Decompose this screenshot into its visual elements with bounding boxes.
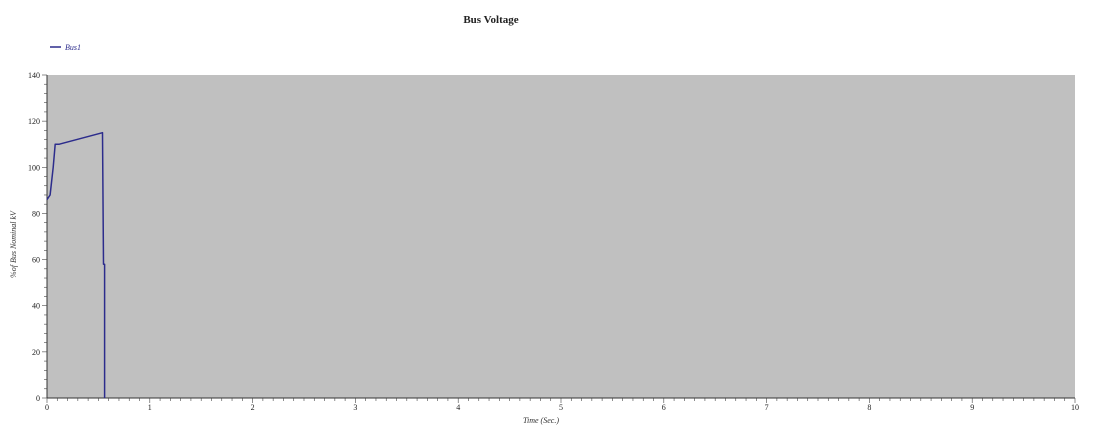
x-tick-label: 1	[148, 403, 152, 412]
x-tick-label: 7	[765, 403, 769, 412]
x-tick-label: 6	[662, 403, 666, 412]
x-axis-label: Time (Sec.)	[523, 416, 559, 425]
series-line-bus1	[46, 131, 106, 398]
chart-title: Bus Voltage	[463, 14, 518, 26]
x-tick-label: 0	[45, 403, 49, 412]
x-tick-label: 3	[353, 403, 357, 412]
legend: Bus1	[50, 43, 81, 52]
y-tick-label: 80	[32, 209, 40, 218]
x-tick-label: 5	[559, 403, 563, 412]
x-tick-label: 9	[970, 403, 974, 412]
x-tick-label: 4	[456, 403, 460, 412]
y-tick-label: 140	[28, 71, 40, 80]
y-tick-label: 40	[32, 302, 40, 311]
x-tick-label: 8	[867, 403, 871, 412]
x-tick-label: 2	[251, 403, 255, 412]
y-tick-label: 60	[32, 256, 40, 265]
y-axis-label: %of Bus Nominal kV	[9, 210, 18, 278]
y-tick-label: 0	[36, 394, 40, 403]
x-tick-label: 10	[1071, 403, 1079, 412]
y-tick-label: 20	[32, 348, 40, 357]
legend-label-bus1: Bus1	[65, 43, 81, 52]
y-tick-label: 120	[28, 117, 40, 126]
series-layer	[46, 131, 106, 398]
y-tick-label: 100	[28, 163, 40, 172]
plot-area	[47, 75, 1075, 398]
